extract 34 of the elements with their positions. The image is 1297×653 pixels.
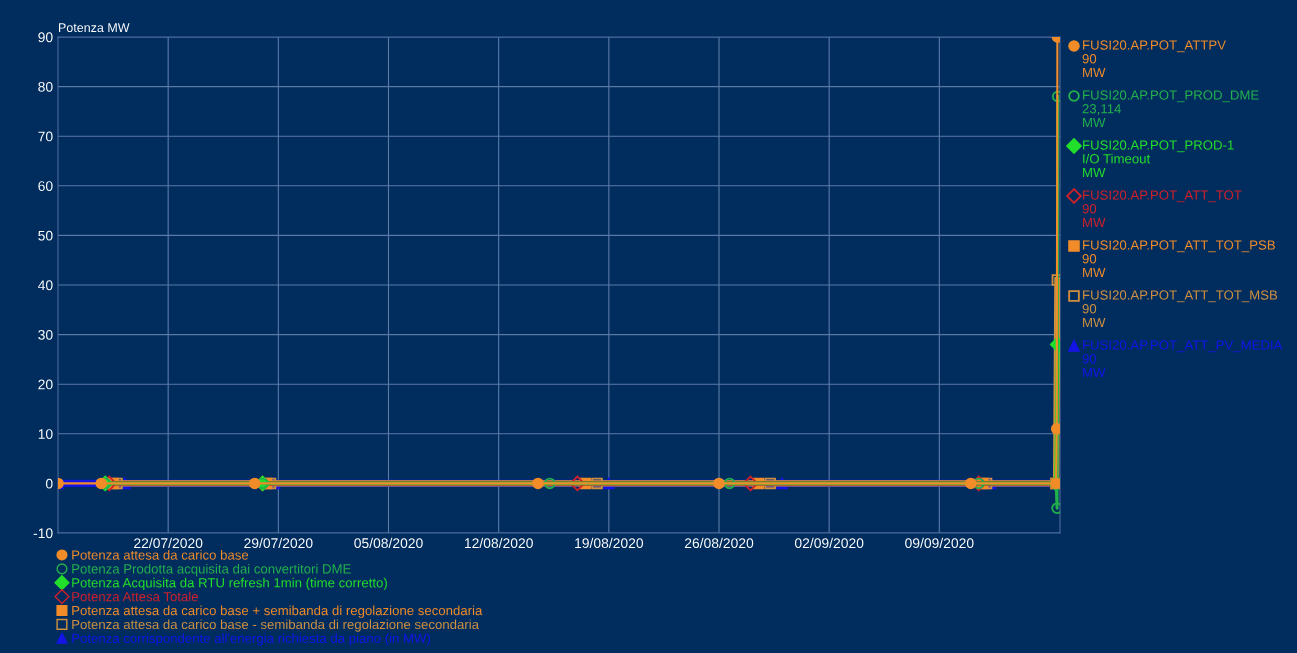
y-tick-label: 30 [38, 329, 53, 340]
x-tick-label: 12/08/2020 [464, 537, 533, 549]
legend-label: Potenza Attesa Totale [72, 591, 199, 602]
y-tick-label: 40 [38, 280, 53, 291]
y-tick-label: 70 [38, 131, 53, 142]
text: FUSI20.AP.POT_ATT_TOT_MSB 90 MW [1082, 290, 1278, 328]
y-tick-label: 50 [38, 230, 53, 241]
text: FUSI20.AP.POT_ATT_TOT 90 MW [1082, 190, 1242, 228]
legend-label: Potenza Prodotta acquisita dai convertitori DME [72, 563, 351, 577]
x-tick-label: 19/08/2020 [575, 537, 644, 549]
text: FUSI20.AP.POT_ATT_PV_MEDIA 90 MW [1082, 340, 1283, 378]
text: FUSI20.AP.POT_ATTPV 90 MW [1082, 40, 1226, 78]
legend-label: Potenza corrispondente all'energia richiesta da piano (in MW) [72, 633, 431, 646]
x-tick-label: 29/07/2020 [244, 537, 313, 549]
y-tick-label: -10 [33, 528, 53, 539]
legend-label: Potenza Acquisita da RTU refresh 1min (time corretto) [72, 577, 387, 591]
text: FUSI20.AP.POT_PROD_DME 23,114 MW [1082, 90, 1259, 128]
y-tick-label: 60 [38, 181, 53, 191]
y-tick-label: 0 [45, 478, 53, 489]
x-tick-label: 05/08/2020 [354, 537, 423, 549]
legend-label: Potenza attesa da carico base [72, 550, 249, 560]
text: FUSI20.AP.POT_PROD-1 I/O Timeout MW [1083, 140, 1234, 178]
legend-label: Potenza attesa da carico base - semibanda di regolazione secondaria [72, 619, 480, 632]
y-tick-label: 10 [38, 429, 53, 439]
y-tick-label: 20 [38, 379, 53, 390]
y-axis-title: Potenza MW [59, 23, 130, 33]
x-tick-label: 02/09/2020 [794, 537, 864, 549]
text: FUSI20.AP.POT_ATT_TOT_PSB 90 MW [1082, 240, 1275, 278]
x-tick-label: 22/07/2020 [134, 537, 203, 549]
y-tick-label: 90 [38, 32, 53, 43]
x-tick-label: 09/09/2020 [905, 537, 974, 549]
y-tick-label: 80 [38, 81, 53, 92]
legend-label: Potenza attesa da carico base + semibanda di regolazione secondaria [72, 605, 483, 618]
x-tick-label: 26/08/2020 [684, 537, 754, 549]
